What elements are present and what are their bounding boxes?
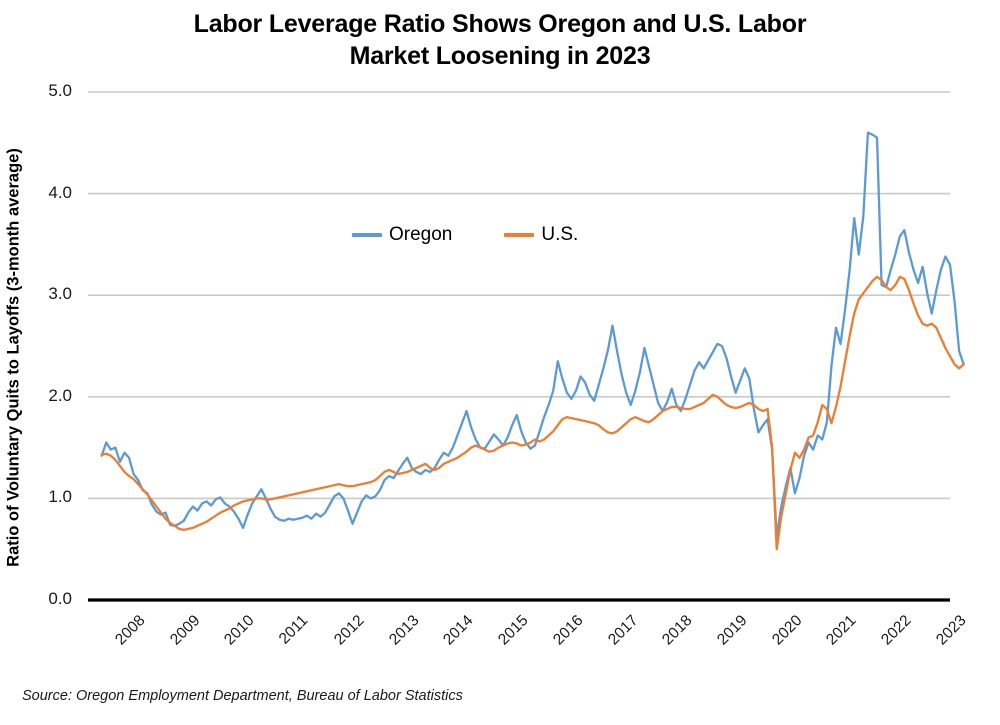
y-axis-tick-label: 1.0 xyxy=(48,487,72,507)
page-title: Labor Leverage Ratio Shows Oregon and U.… xyxy=(120,8,880,72)
series-line-oregon xyxy=(100,131,965,539)
legend-item-oregon: Oregon xyxy=(352,224,452,246)
chart-title-line-1: Labor Leverage Ratio Shows Oregon and U.… xyxy=(193,10,807,38)
y-axis-tick-label: 3.0 xyxy=(48,284,72,304)
legend-swatch-oregon xyxy=(352,233,382,237)
y-axis-tick-label: 2.0 xyxy=(48,385,72,405)
y-axis-tick-label: 0.0 xyxy=(48,589,72,608)
legend-item-us: U.S. xyxy=(504,224,578,246)
legend-label-oregon: Oregon xyxy=(389,224,453,245)
chart-legend: Oregon U.S. xyxy=(352,224,578,246)
legend-swatch-us xyxy=(504,233,535,237)
chart-title-line-2: Market Loosening in 2023 xyxy=(349,42,651,70)
legend-label-us: U.S. xyxy=(541,224,579,245)
series-line-us xyxy=(100,275,965,551)
y-axis-tick-label: 4.0 xyxy=(48,182,72,202)
y-axis-tick-label: 5.0 xyxy=(48,81,72,100)
source-note: Source: Oregon Employment Department, Bu… xyxy=(22,688,463,704)
